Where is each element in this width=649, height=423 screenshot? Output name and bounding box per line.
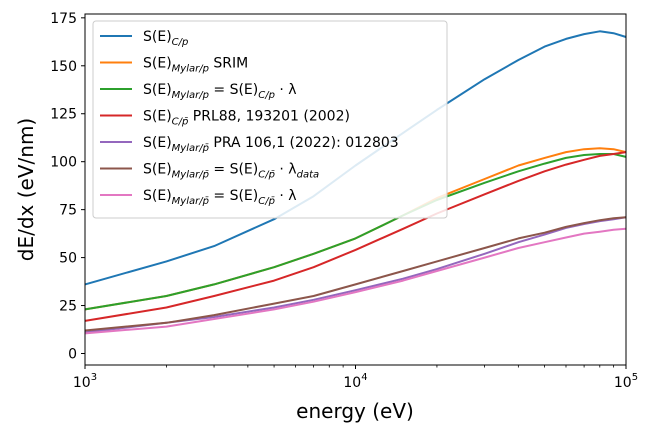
x-tick-label: 105 bbox=[614, 372, 638, 391]
legend-entry-2: S(E)Mylar/p SRIM bbox=[143, 56, 248, 75]
y-tick-label: 175 bbox=[50, 11, 77, 27]
y-tick-label: 100 bbox=[50, 155, 77, 171]
x-tick-label: 103 bbox=[73, 372, 97, 391]
y-axis: 0 25 50 75 100 125 150 175 bbox=[50, 11, 85, 362]
legend-entry-3: S(E)Mylar/p = S(E)C/p · λ bbox=[143, 82, 297, 101]
x-axis: 103 104 105 bbox=[73, 365, 638, 391]
y-tick-label: 0 bbox=[68, 346, 77, 362]
y-axis-label: dE/dx (eV/nm) bbox=[14, 118, 38, 261]
legend-box bbox=[92, 20, 448, 219]
y-tick-label: 125 bbox=[50, 107, 77, 123]
legend-entry-6: S(E)Mylar/p̄ = S(E)C/p̄ · λdata bbox=[143, 162, 319, 181]
series-layer bbox=[84, 30, 627, 335]
series-line-7 bbox=[84, 227, 627, 335]
series-line-6 bbox=[84, 216, 627, 332]
y-tick-label: 25 bbox=[59, 299, 77, 315]
y-tick-label: 75 bbox=[59, 203, 77, 219]
legend-entry-4: S(E)C/p̄ PRL88, 193201 (2002) bbox=[143, 109, 350, 128]
legend-entry-1: S(E)C/p bbox=[143, 29, 188, 48]
series-line-4 bbox=[84, 151, 627, 322]
series-line-3 bbox=[84, 153, 627, 311]
series-line-1 bbox=[84, 30, 627, 286]
x-axis-label: energy (eV) bbox=[296, 399, 414, 423]
legend-entry-5: S(E)Mylar/p̄ PRA 106,1 (2022): 012803 bbox=[143, 135, 399, 154]
y-tick-label: 150 bbox=[50, 59, 77, 75]
x-tick-label: 104 bbox=[343, 372, 367, 391]
legend: S(E)C/p S(E)Mylar/p SRIM S(E)Mylar/p = S(E… bbox=[92, 20, 448, 219]
y-tick-label: 50 bbox=[59, 251, 77, 267]
legend-entry-7: S(E)Mylar/p̄ = S(E)C/p̄ · λ bbox=[143, 188, 297, 207]
